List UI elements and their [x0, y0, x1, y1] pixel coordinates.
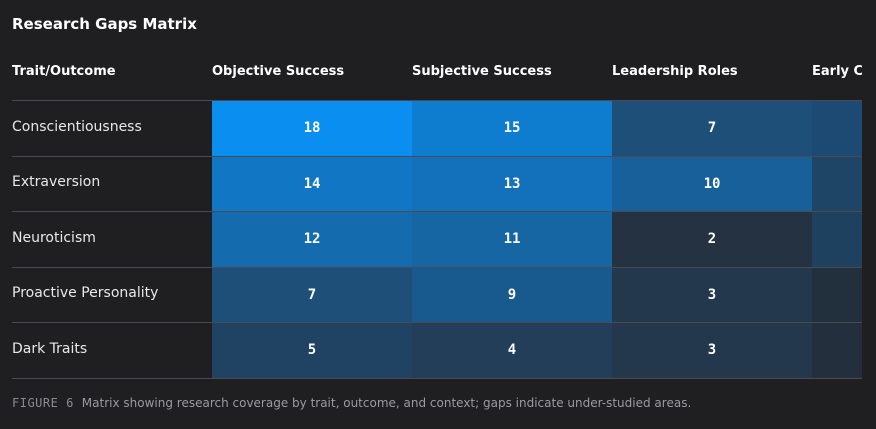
heat-cell: 14 — [212, 156, 412, 211]
row-label: Conscientiousness — [12, 118, 142, 135]
header-divider — [12, 100, 862, 101]
column-header: Early Ca — [812, 64, 862, 79]
heat-cell: 7 — [612, 101, 812, 156]
heat-cell-partial — [812, 156, 862, 211]
row-label: Neuroticism — [12, 229, 96, 246]
caption-label: FIGURE 6 — [12, 396, 74, 410]
heat-cell: 7 — [212, 267, 412, 322]
heat-cell: 12 — [212, 212, 412, 267]
heat-cell: 4 — [412, 323, 612, 378]
heat-cell: 18 — [212, 101, 412, 156]
column-header: Objective Success — [212, 64, 345, 79]
title: Research Gaps Matrix — [12, 15, 197, 33]
row-divider — [12, 211, 862, 212]
row-label: Proactive Personality — [12, 285, 159, 302]
column-header: Trait/Outcome — [12, 64, 116, 79]
heat-cell-partial — [812, 101, 862, 156]
heat-cell: 3 — [612, 267, 812, 322]
caption-text: Matrix showing research coverage by trai… — [81, 396, 692, 410]
caption: FIGURE 6 Matrix showing research coverage… — [12, 396, 691, 410]
heat-cell: 13 — [412, 156, 612, 211]
heat-cell-partial — [812, 323, 862, 378]
heat-cell: 10 — [612, 156, 812, 211]
row-divider — [12, 322, 862, 323]
heat-cell-partial — [812, 212, 862, 267]
heat-cell: 11 — [412, 212, 612, 267]
row-divider — [12, 377, 862, 379]
column-header: Subjective Success — [412, 64, 552, 79]
row-label: Dark Traits — [12, 340, 88, 357]
heat-cell: 9 — [412, 267, 612, 322]
row-divider — [12, 266, 862, 268]
matrix-table: Trait/Outcome Objective Success Subjective… — [12, 50, 862, 380]
heat-cell: 2 — [612, 212, 812, 267]
row-label: Extraversion — [12, 174, 101, 191]
heat-cell-partial — [812, 267, 862, 322]
row-divider — [12, 155, 862, 157]
heat-cell: 3 — [612, 323, 812, 378]
column-header: Leadership Roles — [612, 64, 738, 79]
heat-cell: 15 — [412, 101, 612, 156]
heat-cell: 5 — [212, 323, 412, 378]
